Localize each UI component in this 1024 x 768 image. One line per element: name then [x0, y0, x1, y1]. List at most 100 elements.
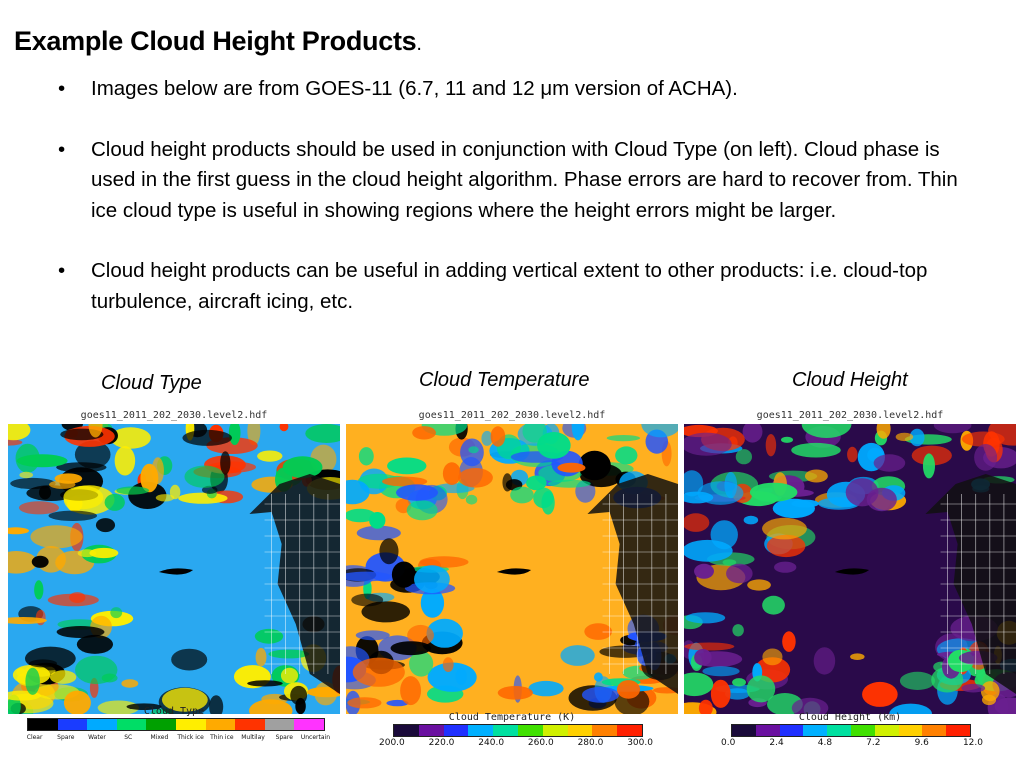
cloud-patch — [749, 482, 798, 502]
cloud-temperature-legend-bar — [393, 724, 643, 737]
cloud-patch — [557, 462, 586, 473]
cloud-patch — [382, 476, 428, 487]
cloud-patch — [88, 424, 103, 438]
cloud-patch — [732, 678, 746, 687]
cloud-patch — [813, 647, 836, 675]
cloud-patch — [155, 494, 175, 502]
cloud-patch — [358, 447, 374, 466]
cloud-patch — [490, 426, 506, 447]
cloud-patch — [547, 479, 591, 488]
legend-label-spare-2: Spare — [275, 734, 293, 741]
legend-label-sc: SC — [124, 734, 133, 741]
cloud-patch — [762, 648, 783, 666]
legend-tick: 2.4 — [769, 738, 784, 748]
cloud-patch — [171, 648, 208, 671]
cloud-patch — [615, 446, 638, 465]
cloud-patch — [746, 675, 776, 703]
cloud-patch — [791, 499, 819, 508]
cloud-patch — [497, 686, 533, 700]
cloud-patch — [351, 593, 384, 607]
cloud-patch — [121, 679, 139, 688]
bullet-list: Images below are from GOES-11 (6.7, 11 a… — [58, 74, 988, 347]
cloud-patch — [791, 697, 829, 714]
legend-swatch — [294, 719, 324, 730]
legend-swatch — [755, 725, 780, 736]
cloud-temperature-legend-ticks: 200.0 220.0 240.0 260.0 280.0 300.0 — [379, 738, 653, 748]
cloud-patch — [724, 472, 738, 499]
legend-swatch — [493, 725, 518, 736]
cloud-patch — [391, 561, 416, 588]
cloud-patch — [346, 479, 370, 505]
cloud-patch — [698, 699, 713, 714]
dark-streak — [158, 568, 194, 575]
cloud-height-map-image — [684, 424, 1016, 714]
cloud-patch — [361, 601, 410, 623]
cloud-patch — [722, 559, 737, 566]
legend-tick: 280.0 — [577, 738, 604, 748]
cloud-patch — [379, 538, 399, 565]
cloud-patch — [873, 454, 906, 472]
cloud-patch — [847, 446, 858, 463]
cloud-patch — [178, 492, 228, 504]
legend-label-mixed: Mixed — [150, 734, 169, 741]
legend-tick: 4.8 — [817, 738, 833, 748]
bullet-cloud-type-usage: Cloud height products should be used in … — [58, 135, 988, 227]
cloud-patch — [541, 491, 555, 515]
legend-swatch — [443, 725, 469, 736]
cloud-patch — [606, 435, 641, 442]
legend-swatch — [617, 725, 642, 736]
cloud-type-map-svg — [8, 424, 340, 714]
cloud-patch — [974, 444, 998, 471]
legend-tick: 7.2 — [866, 738, 881, 748]
cloud-patch — [228, 424, 241, 445]
cloud-patch — [850, 653, 865, 660]
cloud-patch — [407, 624, 434, 646]
cloud-patch — [510, 486, 534, 504]
cloud-patch — [406, 500, 438, 521]
bullet-vertical-extent: Cloud height products can be useful in a… — [58, 256, 988, 317]
title-dot: . — [416, 33, 422, 55]
cloud-patch — [909, 428, 925, 447]
cloud-patch — [414, 565, 450, 594]
cloud-patch — [766, 534, 806, 558]
cloud-patch — [396, 484, 439, 501]
cloud-patch — [30, 525, 83, 549]
cloud-patch — [593, 672, 603, 682]
title-text: Example Cloud Height Products — [14, 26, 417, 56]
cloud-patch — [899, 671, 936, 690]
cloud-patch — [305, 424, 340, 443]
legend-swatch — [803, 725, 828, 736]
cloud-patch — [442, 657, 454, 672]
cloud-patch — [742, 424, 763, 443]
legend-swatch — [116, 719, 147, 730]
legend-tick: 300.0 — [627, 738, 653, 748]
cloud-patch — [268, 649, 310, 659]
cloud-patch — [684, 642, 735, 651]
legend-swatch — [394, 725, 419, 736]
cloud-height-legend-bar — [731, 724, 971, 737]
dark-streak — [496, 568, 532, 575]
legend-tick: 240.0 — [478, 738, 505, 748]
cloud-patch — [743, 515, 759, 525]
cloud-type-legend-title: Cloud Type — [143, 706, 205, 717]
cloud-patch — [209, 695, 224, 714]
slide-title: Example Cloud Height Products. — [14, 26, 422, 57]
cloud-patch — [69, 592, 86, 603]
cloud-patch — [104, 493, 125, 511]
cloud-type-legend-bar — [27, 718, 325, 731]
cloud-patch — [110, 427, 151, 449]
cloud-patch — [862, 681, 898, 707]
cloud-patch — [980, 681, 1000, 702]
legend-swatch — [779, 725, 804, 736]
cloud-patch — [735, 449, 753, 465]
cloud-patch — [49, 480, 76, 489]
cloud-patch — [426, 618, 463, 648]
legend-swatch — [946, 725, 970, 736]
cloud-patch — [56, 462, 107, 473]
cloud-patch — [387, 457, 427, 475]
cloud-patch — [782, 631, 796, 652]
legend-swatch — [264, 719, 295, 730]
cloud-patch — [420, 588, 445, 618]
legend-swatch — [235, 719, 265, 730]
cloud-patch — [571, 424, 585, 441]
